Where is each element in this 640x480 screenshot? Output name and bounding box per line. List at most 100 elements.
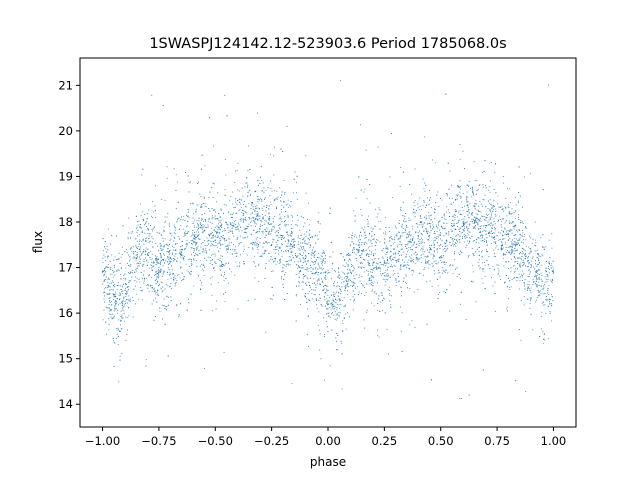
scatter-point bbox=[439, 238, 442, 240]
scatter-point bbox=[254, 219, 256, 221]
scatter-point bbox=[472, 189, 474, 191]
scatter-point bbox=[443, 222, 445, 224]
scatter-point bbox=[485, 249, 488, 251]
scatter-point bbox=[471, 212, 473, 214]
scatter-point bbox=[351, 234, 353, 236]
scatter-point bbox=[104, 267, 106, 269]
scatter-point bbox=[242, 237, 244, 239]
scatter-point bbox=[350, 279, 352, 282]
scatter-point bbox=[459, 227, 461, 230]
scatter-point bbox=[257, 264, 259, 266]
scatter-point bbox=[497, 239, 500, 241]
scatter-point bbox=[290, 256, 292, 258]
scatter-point bbox=[507, 233, 509, 236]
scatter-point bbox=[479, 230, 481, 232]
scatter-point bbox=[145, 254, 147, 256]
scatter-point bbox=[392, 196, 394, 199]
scatter-point bbox=[414, 168, 416, 170]
scatter-point bbox=[198, 233, 200, 235]
scatter-point bbox=[484, 216, 486, 218]
scatter-point bbox=[108, 279, 110, 281]
scatter-point bbox=[257, 201, 259, 203]
scatter-point bbox=[211, 310, 213, 312]
scatter-point bbox=[200, 219, 202, 221]
scatter-point bbox=[283, 216, 286, 218]
scatter-point bbox=[418, 258, 420, 260]
scatter-point bbox=[452, 243, 454, 245]
scatter-point bbox=[424, 261, 427, 263]
scatter-point bbox=[372, 277, 374, 279]
scatter-point bbox=[371, 235, 373, 237]
scatter-point bbox=[429, 248, 432, 250]
scatter-point bbox=[462, 231, 464, 234]
scatter-point bbox=[402, 251, 404, 253]
scatter-point bbox=[117, 336, 119, 338]
scatter-point bbox=[279, 218, 282, 220]
scatter-point bbox=[401, 259, 404, 261]
scatter-point bbox=[500, 232, 502, 234]
scatter-point bbox=[378, 221, 380, 223]
scatter-point bbox=[295, 320, 297, 322]
scatter-point bbox=[256, 243, 258, 245]
scatter-point bbox=[344, 266, 346, 268]
scatter-point bbox=[412, 269, 414, 271]
scatter-point bbox=[122, 293, 124, 295]
scatter-point bbox=[303, 233, 305, 235]
scatter-point bbox=[483, 229, 485, 231]
scatter-point bbox=[457, 211, 460, 213]
scatter-point bbox=[143, 263, 145, 265]
scatter-point bbox=[527, 261, 529, 263]
scatter-point bbox=[420, 224, 422, 226]
scatter-point bbox=[439, 232, 441, 234]
scatter-point bbox=[478, 220, 480, 222]
scatter-point bbox=[152, 211, 154, 213]
scatter-point bbox=[139, 281, 141, 283]
scatter-point bbox=[440, 259, 442, 262]
scatter-point bbox=[326, 290, 328, 292]
scatter-point bbox=[223, 238, 225, 240]
scatter-point bbox=[384, 271, 386, 274]
scatter-point bbox=[358, 255, 361, 257]
scatter-point bbox=[113, 265, 115, 267]
scatter-point bbox=[464, 168, 466, 170]
scatter-point bbox=[317, 272, 320, 274]
scatter-point bbox=[114, 256, 116, 258]
scatter-point bbox=[374, 253, 376, 255]
scatter-point bbox=[355, 244, 357, 246]
scatter-point bbox=[138, 233, 140, 235]
scatter-point bbox=[205, 249, 207, 251]
scatter-point bbox=[174, 233, 176, 235]
scatter-point bbox=[320, 358, 322, 360]
scatter-point bbox=[153, 265, 155, 267]
scatter-point bbox=[287, 206, 289, 208]
scatter-point bbox=[149, 224, 152, 226]
scatter-point bbox=[528, 253, 530, 255]
scatter-point bbox=[148, 291, 150, 293]
scatter-point bbox=[474, 202, 476, 204]
scatter-point bbox=[173, 260, 175, 262]
scatter-point bbox=[489, 199, 491, 201]
scatter-point bbox=[437, 251, 439, 253]
scatter-point bbox=[552, 260, 554, 262]
scatter-point bbox=[380, 220, 382, 222]
scatter-point bbox=[246, 182, 248, 184]
scatter-point bbox=[473, 219, 476, 222]
scatter-point bbox=[121, 301, 123, 303]
scatter-point bbox=[156, 256, 158, 258]
scatter-point bbox=[450, 203, 452, 205]
scatter-point bbox=[358, 291, 360, 293]
scatter-point bbox=[225, 204, 227, 206]
scatter-point bbox=[215, 244, 217, 246]
scatter-point bbox=[352, 265, 354, 267]
scatter-point bbox=[218, 220, 220, 222]
scatter-point bbox=[464, 236, 466, 238]
scatter-point bbox=[535, 245, 537, 247]
scatter-point bbox=[401, 312, 403, 314]
scatter-point bbox=[148, 238, 150, 240]
scatter-point bbox=[129, 237, 132, 239]
scatter-point bbox=[446, 195, 448, 197]
scatter-point bbox=[448, 197, 451, 199]
scatter-point bbox=[539, 290, 541, 292]
scatter-point bbox=[221, 262, 223, 264]
scatter-point bbox=[404, 256, 407, 258]
